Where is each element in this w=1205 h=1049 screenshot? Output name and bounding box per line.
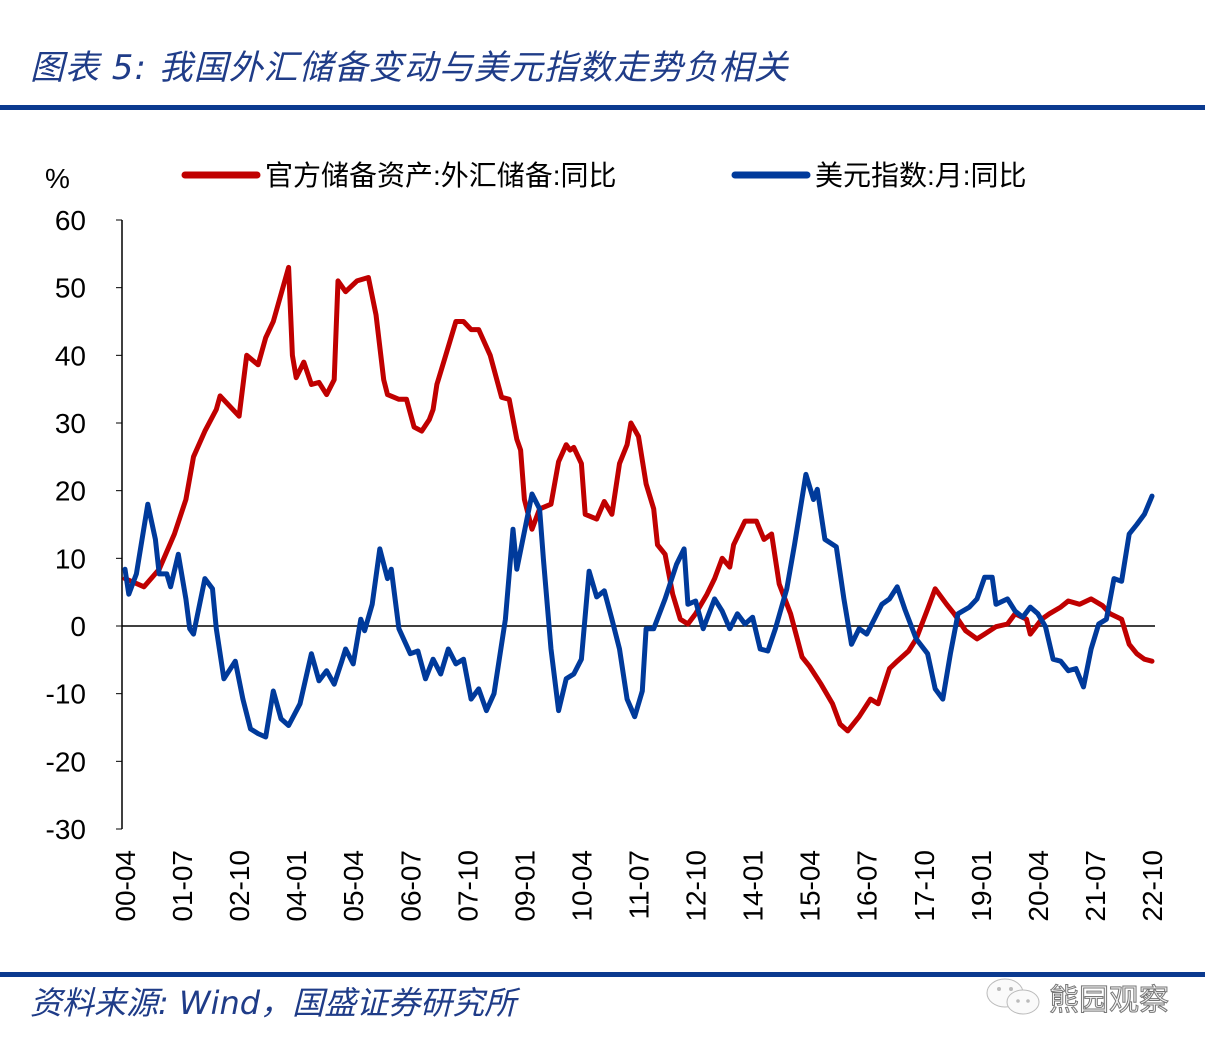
y-tick-label: -10	[46, 679, 86, 710]
x-tick-label: 00-04	[110, 850, 141, 922]
x-tick-label: 05-04	[338, 850, 369, 922]
x-tick-label: 19-01	[966, 850, 997, 922]
y-tick-label: -30	[46, 814, 86, 845]
top-rule	[0, 105, 1205, 110]
watermark: 熊园观察	[985, 975, 1170, 1019]
watermark-text: 熊园观察	[1049, 983, 1170, 1019]
x-tick-label: 22-10	[1137, 850, 1168, 922]
y-axis-label: %	[45, 163, 70, 194]
y-tick-label: 0	[70, 611, 86, 642]
bottom-rule	[0, 972, 1205, 977]
x-tick-label: 11-07	[624, 850, 655, 920]
series-dollar-index-line	[122, 471, 1155, 740]
x-tick-label: 12-10	[681, 850, 712, 922]
x-tick-label: 14-01	[738, 850, 769, 922]
y-tick-label: 30	[55, 408, 86, 439]
x-tick-label: 02-10	[224, 850, 255, 922]
y-tick-label: -20	[46, 746, 86, 777]
line-chart: 60 50 40 30 20 10 0 -10 -20 -30 00-04 01-07 02-10 04-…	[45, 160, 1168, 922]
y-tick-label: 10	[55, 543, 86, 574]
x-tick-label: 07-10	[452, 850, 483, 922]
x-tick-label: 16-07	[852, 850, 883, 922]
x-tick-label: 06-07	[395, 850, 426, 922]
chart-title: 图表 5: 我国外汇储备变动与美元指数走势负相关	[30, 48, 789, 88]
x-tick-label: 04-01	[281, 850, 312, 922]
x-tick-label: 20-04	[1023, 850, 1054, 922]
y-tick-label: 20	[55, 476, 86, 507]
y-tick-label: 50	[55, 273, 86, 304]
series-fx-reserves-line	[122, 264, 1155, 734]
legend-label: 美元指数:月:同比	[815, 160, 1027, 191]
y-tick-label: 60	[55, 205, 86, 236]
x-tick-label: 21-07	[1080, 850, 1111, 922]
y-tick-label: 40	[55, 340, 86, 371]
x-tick-label: 17-10	[909, 850, 940, 922]
wechat-icon	[986, 978, 1040, 1015]
source-note: 资料来源: Wind，国盛证券研究所	[30, 984, 517, 1022]
x-tick-label: 01-07	[167, 850, 198, 922]
x-tick-label: 10-04	[566, 850, 597, 922]
legend-label: 官方储备资产:外汇储备:同比	[265, 160, 617, 191]
x-tick-label: 15-04	[795, 850, 826, 922]
x-tick-label: 09-01	[509, 850, 540, 922]
